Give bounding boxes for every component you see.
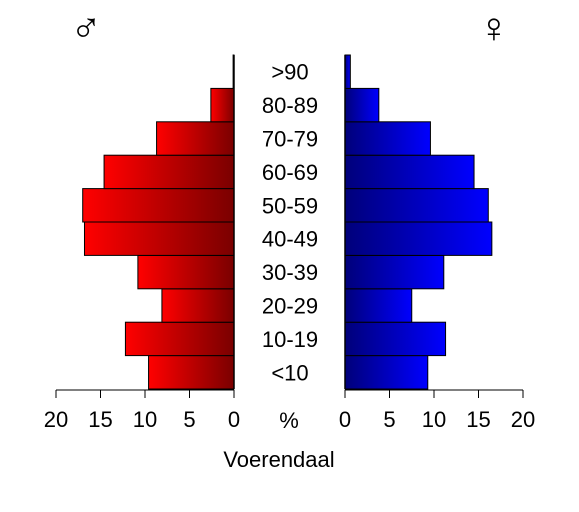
- female-bar: [345, 155, 474, 188]
- age-group-label: 70-79: [262, 127, 318, 152]
- age-group-label: 50-59: [262, 193, 318, 218]
- female-axis-tick-label: 5: [383, 407, 395, 432]
- male-symbol-icon: ♂: [70, 4, 102, 51]
- female-bar: [345, 88, 379, 121]
- female-axis-tick-label: 15: [466, 407, 490, 432]
- male-bar: [138, 255, 234, 288]
- male-axis-tick-label: 20: [44, 407, 68, 432]
- male-bar: [162, 289, 234, 322]
- male-bar: [83, 189, 234, 222]
- female-bars: [345, 55, 492, 389]
- male-axis-tick-label: 10: [133, 407, 157, 432]
- female-axis-tick-label: 0: [339, 407, 351, 432]
- female-bar: [345, 322, 446, 355]
- male-axis-tick-label: 15: [88, 407, 112, 432]
- age-group-label: 60-69: [262, 160, 318, 185]
- unit-label: %: [279, 408, 299, 433]
- female-axis-tick-label: 20: [511, 407, 535, 432]
- female-bar: [345, 356, 428, 389]
- age-group-label: <10: [271, 360, 308, 385]
- age-group-label: 30-39: [262, 260, 318, 285]
- age-group-labels: <10 10-19 20-29 30-39 40-49 50-59 60-69 70-79 80…: [262, 60, 318, 386]
- male-bar: [104, 155, 234, 188]
- age-group-label: >90: [271, 60, 308, 85]
- female-bar: [345, 122, 430, 155]
- female-bar: [345, 255, 444, 288]
- female-bar: [345, 289, 412, 322]
- age-group-label: 10-19: [262, 327, 318, 352]
- male-bar: [211, 88, 234, 121]
- male-bars: [83, 55, 234, 389]
- male-bar: [125, 322, 234, 355]
- male-bar: [149, 356, 234, 389]
- chart-title: Voerendaal: [223, 447, 334, 472]
- age-group-label: 40-49: [262, 227, 318, 252]
- age-group-label: 80-89: [262, 93, 318, 118]
- female-bar: [345, 222, 492, 255]
- male-bar: [84, 222, 234, 255]
- male-axis-tick-label: 0: [228, 407, 240, 432]
- male-axis-tick-label: 5: [183, 407, 195, 432]
- male-bar: [157, 122, 234, 155]
- female-symbol-icon: ♀: [478, 4, 510, 51]
- male-x-axis: 0 5 10 15 20: [44, 390, 240, 432]
- female-axis-tick-label: 10: [422, 407, 446, 432]
- age-group-label: 20-29: [262, 294, 318, 319]
- female-bar: [345, 55, 350, 88]
- female-x-axis: 0 5 10 15 20: [339, 390, 535, 432]
- female-bar: [345, 189, 488, 222]
